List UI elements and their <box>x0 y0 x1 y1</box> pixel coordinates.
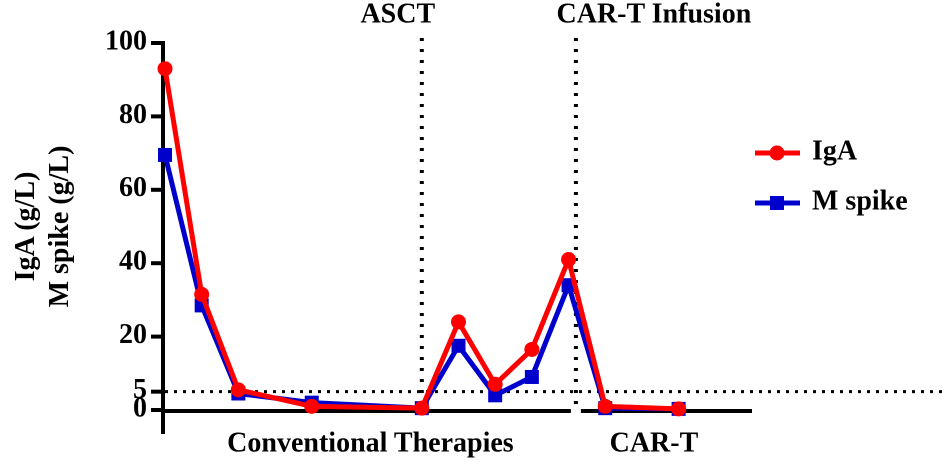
event-label: ASCT <box>360 0 435 29</box>
y-axis-label-line: IgA (g/L) <box>10 172 41 282</box>
point <box>194 286 210 302</box>
y-tick-label: 40 <box>119 246 147 277</box>
point <box>158 147 172 162</box>
point <box>487 376 503 392</box>
y-tick-label: 0 <box>133 392 147 423</box>
y-tick-label: 60 <box>119 172 147 203</box>
point <box>451 338 466 353</box>
y-axis-label: IgA (g/L) M spike (g/L) <box>10 146 75 308</box>
y-tick-label: 80 <box>119 99 147 130</box>
legend-marker <box>770 196 784 210</box>
legend-marker <box>769 145 785 161</box>
y-axis-label-line: M spike (g/L) <box>44 146 75 308</box>
legend-label: IgA <box>812 135 858 166</box>
point <box>414 400 430 416</box>
point <box>230 382 246 398</box>
y-tick-label: 5 <box>133 374 147 405</box>
point <box>524 341 540 357</box>
point <box>304 398 320 414</box>
point <box>561 252 577 268</box>
region-label: CAR-T <box>610 427 699 458</box>
point <box>157 61 173 77</box>
point <box>488 388 503 403</box>
point <box>451 314 466 330</box>
region-label: Conventional Therapies <box>227 427 514 458</box>
y-tick-label: 100 <box>105 25 147 56</box>
event-label: CAR-T Infusion <box>557 0 752 29</box>
point <box>671 401 687 417</box>
point <box>524 369 539 384</box>
legend-label: M spike <box>812 185 908 216</box>
y-tick-label: 20 <box>119 319 147 350</box>
point <box>597 398 613 414</box>
